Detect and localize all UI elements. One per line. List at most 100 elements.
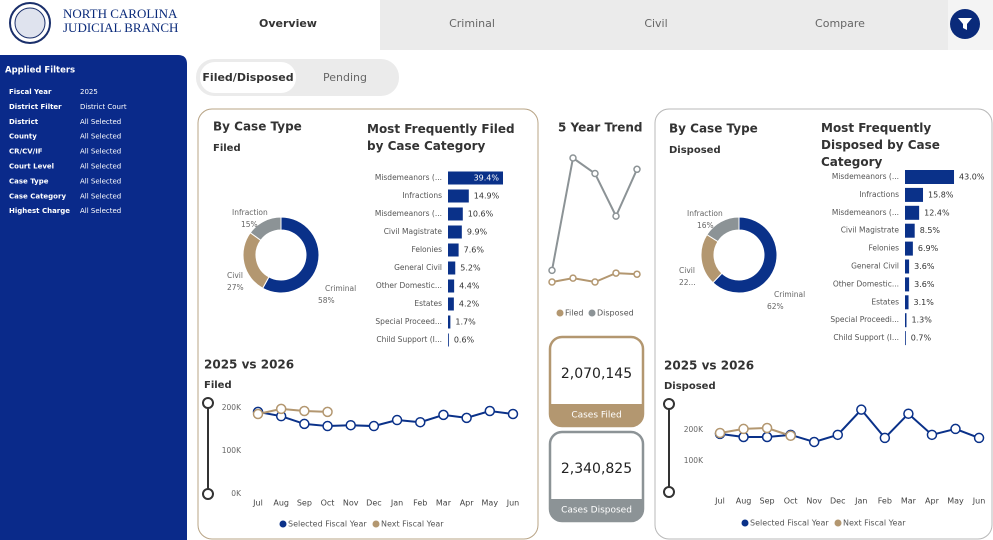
line-point (903, 408, 914, 419)
filter-value: All Selected (80, 177, 121, 185)
bar-category-label: General Civil (394, 263, 442, 272)
y-tick-label: 0K (231, 489, 242, 498)
bar-value-label: 3.1% (914, 298, 935, 307)
bar-category-label: General Civil (851, 262, 899, 271)
line-point (761, 422, 773, 434)
line-point (484, 405, 496, 417)
x-tick-label: Oct (784, 497, 798, 506)
x-tick-label: Feb (878, 497, 892, 506)
bar-value-label: 0.7% (911, 334, 932, 343)
filter-label: Court Level (9, 163, 54, 171)
bar-category-label: Other Domestic... (376, 281, 442, 290)
donut-slice (706, 216, 740, 243)
bar (448, 261, 456, 275)
filter-label: District Filter (9, 103, 62, 111)
bar-value-label: 39.4% (474, 174, 500, 183)
nav-tab[interactable]: Compare (815, 17, 865, 30)
line-point (391, 414, 403, 426)
nav-tab[interactable]: Criminal (449, 17, 495, 30)
x-tick-label: Mar (436, 499, 452, 508)
line-point (761, 431, 773, 443)
x-tick-label: Jun (506, 499, 520, 508)
bar-category-label: Special Proceed... (375, 317, 442, 326)
x-tick-label: Jul (252, 499, 263, 508)
bar (448, 171, 504, 185)
legend-label: Next Fiscal Year (843, 519, 906, 528)
bar-category-label: Special Proceedi... (830, 315, 899, 324)
x-tick-label: Jan (390, 499, 403, 508)
chart-subtitle: Filed (204, 380, 232, 391)
x-tick-label: Apr (460, 499, 475, 508)
bar-value-label: 7.6% (464, 246, 485, 255)
bar-category-label: Estates (414, 299, 442, 308)
bar-category-label: Misdemeanors (... (832, 208, 899, 217)
bar (448, 207, 463, 221)
filter-label: Case Category (9, 192, 66, 200)
x-tick-label: Dec (366, 499, 381, 508)
filter-value: All Selected (80, 163, 121, 171)
bar (448, 225, 462, 239)
filed-panel (197, 108, 539, 540)
bar (448, 279, 455, 293)
bar (448, 315, 451, 329)
chart-title: 2025 vs 2026 (204, 358, 294, 372)
chart-title: Most Frequently Filed by Case Category (367, 122, 515, 153)
slice-label: Criminal (325, 284, 356, 293)
filter-label: Case Type (9, 177, 49, 185)
y-tick-label: 200K (222, 403, 242, 412)
bar (905, 187, 924, 202)
y-tick-label: 200K (684, 425, 704, 434)
bar-value-label: 8.5% (920, 226, 941, 235)
bar (905, 205, 920, 220)
filter-label: Highest Charge (9, 207, 70, 215)
line-point (569, 154, 577, 162)
bar-value-label: 4.2% (459, 300, 480, 309)
chart-title: Most Frequently Disposed by Case Categor… (821, 121, 940, 169)
slider-handle[interactable] (663, 486, 675, 498)
x-tick-label: Sep (297, 499, 312, 508)
line-point (950, 423, 961, 435)
logo-seal-inner (14, 7, 46, 39)
nav-tab-active[interactable] (197, 0, 380, 50)
legend-swatch (741, 519, 749, 527)
line-series (719, 408, 980, 444)
line-point (368, 420, 380, 432)
nav-tab[interactable]: Overview (259, 17, 317, 30)
x-tick-label: May (482, 499, 499, 508)
line-point (879, 432, 891, 444)
bar (448, 297, 454, 311)
filter-label: District (9, 118, 39, 126)
filters-title: Applied Filters (5, 66, 75, 76)
filter-icon (958, 18, 972, 30)
bar-value-label: 5.2% (460, 264, 481, 273)
legend-swatch (372, 520, 380, 528)
bar-category-label: Civil Magistrate (384, 227, 443, 236)
line-point (299, 405, 310, 417)
line-point (612, 269, 620, 277)
chart-title: 5 Year Trend (558, 121, 643, 135)
slider-handle[interactable] (663, 398, 675, 410)
toggle-option[interactable]: Filed/Disposed (202, 71, 293, 84)
x-tick-label: Jul (714, 497, 725, 506)
line-point (808, 436, 820, 448)
line-point (548, 278, 556, 286)
x-tick-label: Aug (736, 497, 752, 506)
line-point (591, 278, 599, 286)
toggle-active[interactable] (200, 62, 296, 93)
slider-handle[interactable] (202, 488, 214, 500)
slider-handle[interactable] (202, 397, 214, 409)
nav-tab[interactable]: Civil (644, 17, 667, 30)
bar (905, 331, 906, 346)
filter-value: All Selected (80, 133, 121, 141)
bar-value-label: 1.7% (455, 318, 476, 327)
filter-value: All Selected (80, 192, 121, 200)
line-point (569, 274, 577, 282)
kpi-card-band (550, 499, 643, 521)
bar (448, 189, 469, 203)
toggle-option[interactable]: Pending (323, 71, 367, 84)
bar (905, 223, 915, 238)
bar-category-label: Other Domestic... (833, 279, 899, 288)
line-point (322, 420, 333, 432)
x-tick-label: Feb (413, 499, 427, 508)
line-point (548, 266, 556, 275)
